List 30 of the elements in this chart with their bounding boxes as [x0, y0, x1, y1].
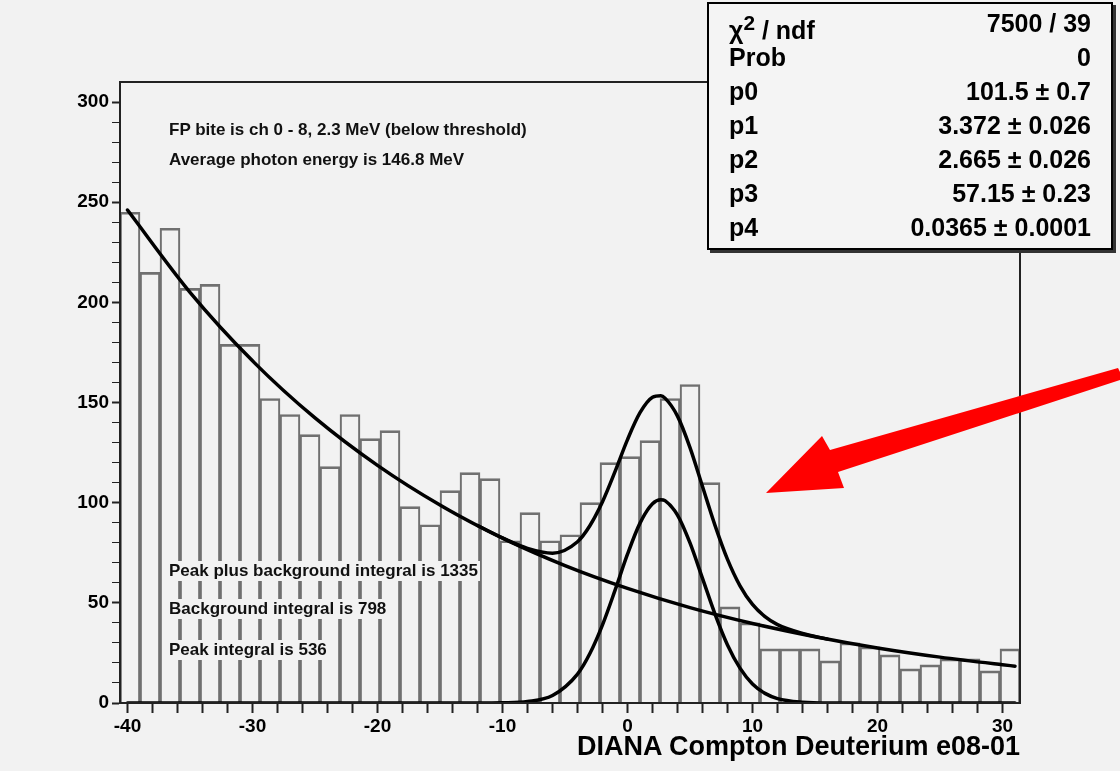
annotation: 57.15 ± 0.23 [952, 178, 1091, 209]
text: Prob [729, 43, 786, 73]
y-tick-label: 0 [98, 691, 109, 713]
annotation: Peak plus background integral is 1335 [167, 561, 480, 581]
annotation: 3.372 ± 0.026 [938, 110, 1091, 141]
annotation: Average photon energy is 146.8 MeV [167, 150, 467, 170]
y-tick-label: 100 [77, 490, 109, 512]
text: 7500 / 39 [986, 8, 1091, 39]
annotation: 101.5 ± 0.7 [966, 76, 1091, 107]
annotation: Peak integral is 536 [167, 640, 329, 660]
x-tick-label: -40 [113, 714, 142, 736]
annotation: FP bite is ch 0 - 8, 2.3 MeV (below threshold) [167, 120, 529, 140]
annotation: p3 [729, 178, 759, 209]
x-tick-label: -20 [363, 714, 392, 736]
y-tick-label: 250 [77, 190, 109, 212]
annotation: 0.0365 ± 0.0001 [910, 212, 1091, 243]
annotation: p4 [729, 212, 759, 243]
annotation: Background integral is 798 [167, 599, 389, 619]
x-tick-label: -30 [238, 714, 267, 736]
annotation: p1 [729, 110, 759, 141]
text: 0 [1077, 42, 1091, 73]
x-tick-label: -10 [488, 714, 517, 736]
annotation: p0 [729, 76, 759, 107]
text: χ$^{2}$ / ndf [729, 10, 815, 45]
y-tick-label: 50 [87, 591, 109, 613]
y-tick-label: 300 [77, 90, 109, 112]
annotation: 2.665 ± 0.026 [938, 144, 1091, 175]
y-tick-label: 150 [77, 390, 109, 412]
annotation: p2 [729, 144, 759, 175]
y-tick-label: 200 [77, 290, 109, 312]
